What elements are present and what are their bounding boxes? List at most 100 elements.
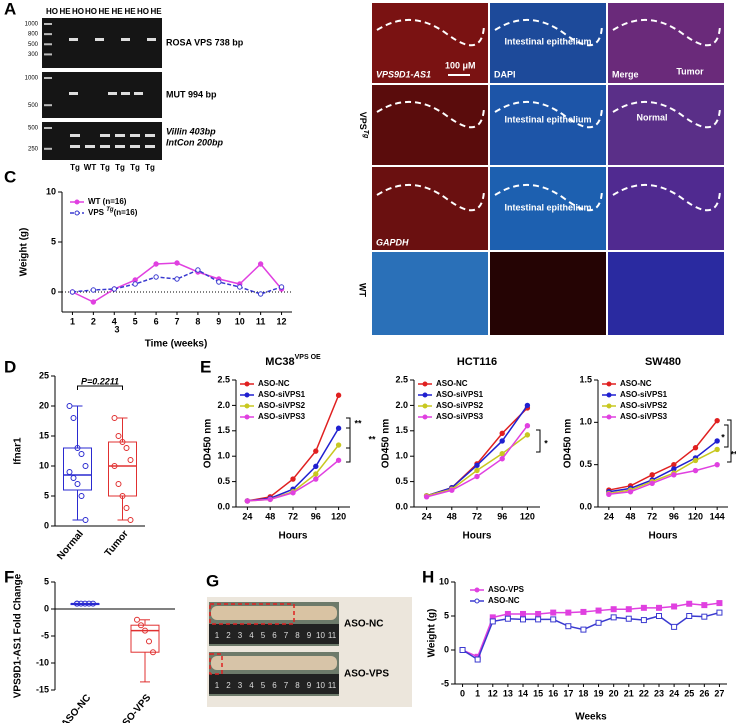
gel: [42, 18, 162, 68]
y-axis-label: OD450 nm: [381, 419, 392, 469]
ruler-label: 10: [316, 631, 325, 640]
micrograph: [490, 167, 606, 250]
marker: [474, 473, 480, 480]
point: [82, 517, 89, 523]
marker: [535, 610, 542, 617]
point: [78, 493, 85, 499]
y-tick-label: 0: [51, 286, 56, 296]
band: [95, 38, 104, 41]
lane-label: HO: [85, 7, 97, 16]
marker: [714, 461, 720, 468]
ladder-label: 250: [28, 146, 39, 152]
y-tick-label: 5: [44, 490, 49, 500]
point: [111, 463, 118, 469]
legend-marker: [244, 392, 250, 398]
point: [123, 505, 130, 511]
ruler-label: 9: [307, 631, 312, 640]
panel-label: G: [206, 571, 219, 590]
y-axis-label: Weight (g): [19, 228, 30, 277]
y-tick-label: 2.0: [217, 400, 230, 410]
marker: [267, 496, 273, 503]
bracket: [77, 385, 123, 390]
x-tick-label: 5: [133, 316, 138, 326]
lane-label: HO: [137, 7, 149, 16]
marker: [335, 457, 342, 463]
legend-label: ASO-siVPS1: [436, 390, 484, 399]
marker: [686, 600, 693, 607]
chart-title: SW480: [645, 356, 681, 368]
x-tick-label: 18: [578, 688, 588, 698]
x-tick-label: 24: [604, 511, 614, 521]
panel-label: F: [4, 567, 14, 586]
bracket: [727, 419, 732, 463]
ladder-band: [44, 43, 52, 46]
band: [130, 145, 140, 148]
box: [130, 624, 160, 653]
x-axis-label: Hours: [649, 531, 678, 542]
y-tick-label: 0: [44, 603, 49, 613]
legend-marker: [606, 403, 612, 409]
lane-label: WT: [84, 163, 97, 172]
x-tick-label: 24: [242, 511, 252, 521]
ruler-label: 4: [249, 631, 254, 640]
box: [108, 441, 137, 497]
gel-label: IntCon 200bp: [166, 137, 224, 147]
marker: [335, 392, 342, 398]
band: [115, 145, 125, 148]
marker: [580, 626, 587, 633]
tissue-outline: [612, 100, 721, 129]
ladder-band: [44, 33, 52, 36]
legend-marker: [74, 199, 80, 205]
y-tick-label: 0: [444, 644, 449, 654]
point: [115, 433, 122, 439]
ladder-band: [44, 53, 52, 56]
x-tick-label: 0: [460, 688, 465, 698]
x-tick-label: 120: [688, 511, 703, 521]
marker: [90, 287, 97, 293]
y-tick-label: 10: [46, 186, 56, 196]
marker: [701, 602, 708, 609]
annotation: P=0.2211: [81, 376, 119, 386]
lane-label: HE: [124, 7, 136, 16]
band: [121, 38, 130, 41]
band: [100, 134, 110, 137]
annotation: **: [354, 418, 362, 428]
tissue-outline: [376, 100, 485, 129]
ruler-label: 11: [328, 631, 337, 640]
x-tick-label: 96: [311, 511, 321, 521]
x-tick-label: 9: [216, 316, 221, 326]
legend-marker: [244, 403, 250, 409]
marker: [278, 284, 285, 290]
marker: [244, 498, 251, 504]
y-axis-label: OD450 nm: [563, 419, 574, 469]
marker: [132, 281, 138, 287]
band: [70, 134, 80, 137]
ruler-label: 8: [295, 631, 300, 640]
legend-marker: [244, 381, 250, 387]
legend-label: ASO-siVPS2: [436, 401, 484, 410]
y-tick-label: 0.5: [395, 476, 408, 486]
x-tick-label: 96: [497, 511, 507, 521]
x-tick-label: 144: [710, 511, 725, 521]
band: [108, 92, 117, 95]
marker: [335, 442, 342, 448]
x-tick-label: 14: [518, 688, 528, 698]
intestine: [211, 606, 337, 620]
legend-label-part: ASO-NC: [488, 596, 520, 605]
row-label-part: VPS: [358, 112, 368, 130]
marker: [474, 656, 481, 663]
x-tick-label: 1: [70, 316, 75, 326]
legend-marker: [422, 381, 428, 387]
y-tick-label: -15: [36, 684, 49, 694]
x-tick-label: 48: [447, 511, 457, 521]
y-tick-label: 25: [39, 370, 49, 380]
x-tick-label: 25: [684, 688, 694, 698]
marker: [714, 446, 720, 453]
legend-label-part: ASO-siVPS1: [258, 390, 306, 399]
y-tick-label: 0.5: [217, 476, 230, 486]
x-tick-label: 19: [594, 688, 604, 698]
lane-label: HE: [59, 7, 71, 16]
tissue-outline: [494, 18, 603, 47]
x-tick-label: 17: [563, 688, 573, 698]
